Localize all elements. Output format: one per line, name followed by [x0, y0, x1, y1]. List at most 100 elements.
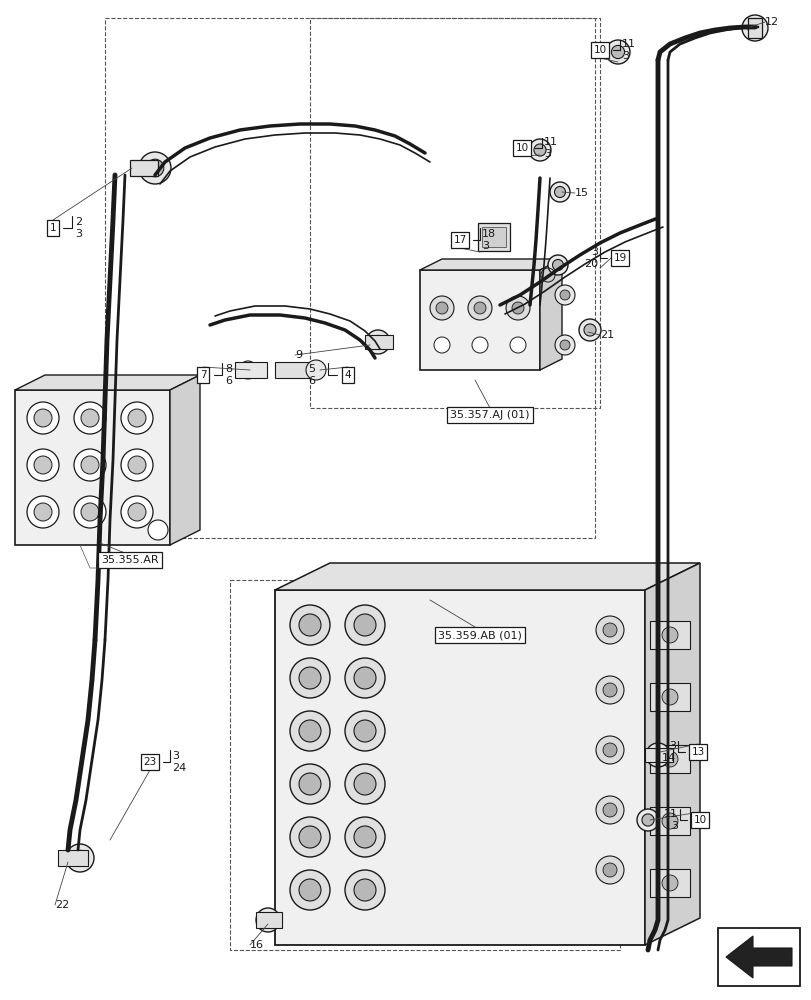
Text: 5: 5 [307, 364, 315, 374]
Text: 3: 3 [621, 51, 629, 61]
Text: 2: 2 [75, 217, 82, 227]
Circle shape [578, 319, 600, 341]
Circle shape [595, 736, 623, 764]
Bar [482, 227, 505, 247]
Bar [717, 928, 799, 986]
Text: 3: 3 [590, 247, 597, 257]
Circle shape [74, 496, 106, 528]
Text: 8: 8 [225, 364, 232, 374]
Circle shape [474, 302, 486, 314]
Circle shape [306, 360, 325, 380]
Polygon shape [644, 563, 699, 945]
Circle shape [583, 324, 595, 336]
Circle shape [554, 285, 574, 305]
Bar [105, 18, 594, 538]
Circle shape [741, 15, 767, 41]
Circle shape [290, 764, 329, 804]
Bar [419, 270, 539, 370]
Circle shape [298, 879, 320, 901]
Text: 6: 6 [225, 376, 232, 386]
Bar [478, 223, 509, 251]
Circle shape [74, 402, 106, 434]
Circle shape [646, 743, 669, 767]
Text: 11: 11 [543, 137, 557, 147]
Circle shape [636, 809, 659, 831]
Circle shape [554, 186, 564, 198]
Text: 10: 10 [515, 143, 528, 153]
Circle shape [139, 152, 171, 184]
Circle shape [549, 182, 569, 202]
Polygon shape [725, 936, 791, 978]
Circle shape [298, 720, 320, 742]
Text: 23: 23 [144, 757, 157, 767]
Text: 12: 12 [764, 17, 779, 27]
Circle shape [81, 409, 99, 427]
Circle shape [345, 870, 384, 910]
Circle shape [27, 496, 59, 528]
Text: 21: 21 [599, 330, 613, 340]
Circle shape [34, 456, 52, 474]
Bar [310, 18, 599, 408]
Circle shape [128, 409, 146, 427]
Bar [747, 18, 761, 38]
Circle shape [81, 456, 99, 474]
Circle shape [354, 826, 375, 848]
Text: 35.359.AB (01): 35.359.AB (01) [437, 630, 521, 640]
Text: 11: 11 [663, 809, 677, 819]
Circle shape [146, 159, 164, 177]
Circle shape [345, 817, 384, 857]
Text: 17: 17 [453, 235, 466, 245]
Circle shape [595, 676, 623, 704]
Circle shape [595, 616, 623, 644]
Bar [365, 335, 393, 349]
Circle shape [66, 844, 94, 872]
Bar [644, 748, 672, 762]
Circle shape [433, 337, 449, 353]
Circle shape [290, 605, 329, 645]
Text: 11: 11 [621, 39, 635, 49]
Circle shape [74, 449, 106, 481]
Circle shape [354, 614, 375, 636]
Circle shape [354, 879, 375, 901]
Circle shape [603, 683, 616, 697]
Circle shape [27, 449, 59, 481]
Polygon shape [275, 563, 699, 590]
Circle shape [551, 259, 563, 270]
Text: 22: 22 [55, 900, 69, 910]
Text: 19: 19 [612, 253, 626, 263]
Bar [649, 621, 689, 649]
Bar [234, 362, 267, 378]
Text: 3: 3 [543, 149, 551, 159]
Circle shape [534, 144, 545, 156]
Circle shape [290, 817, 329, 857]
Text: 1: 1 [49, 223, 56, 233]
Bar [649, 745, 689, 773]
Circle shape [121, 402, 152, 434]
Text: 7: 7 [200, 370, 206, 380]
Circle shape [261, 913, 274, 927]
Polygon shape [539, 259, 561, 370]
Text: 3: 3 [668, 741, 676, 751]
Circle shape [298, 614, 320, 636]
Circle shape [560, 340, 569, 350]
Circle shape [298, 667, 320, 689]
Text: 15: 15 [574, 188, 588, 198]
Circle shape [661, 627, 677, 643]
Circle shape [345, 764, 384, 804]
Circle shape [611, 45, 624, 59]
Circle shape [72, 850, 88, 866]
Circle shape [121, 449, 152, 481]
Circle shape [560, 290, 569, 300]
Bar [15, 390, 169, 545]
Circle shape [605, 40, 629, 64]
Text: 35.355.AR: 35.355.AR [101, 555, 159, 565]
Text: 20: 20 [583, 259, 597, 269]
Text: 24: 24 [172, 763, 186, 773]
Circle shape [354, 773, 375, 795]
Text: 14: 14 [661, 753, 676, 763]
Bar [130, 160, 158, 176]
Polygon shape [169, 375, 200, 545]
Circle shape [661, 813, 677, 829]
Circle shape [354, 667, 375, 689]
Circle shape [595, 796, 623, 824]
